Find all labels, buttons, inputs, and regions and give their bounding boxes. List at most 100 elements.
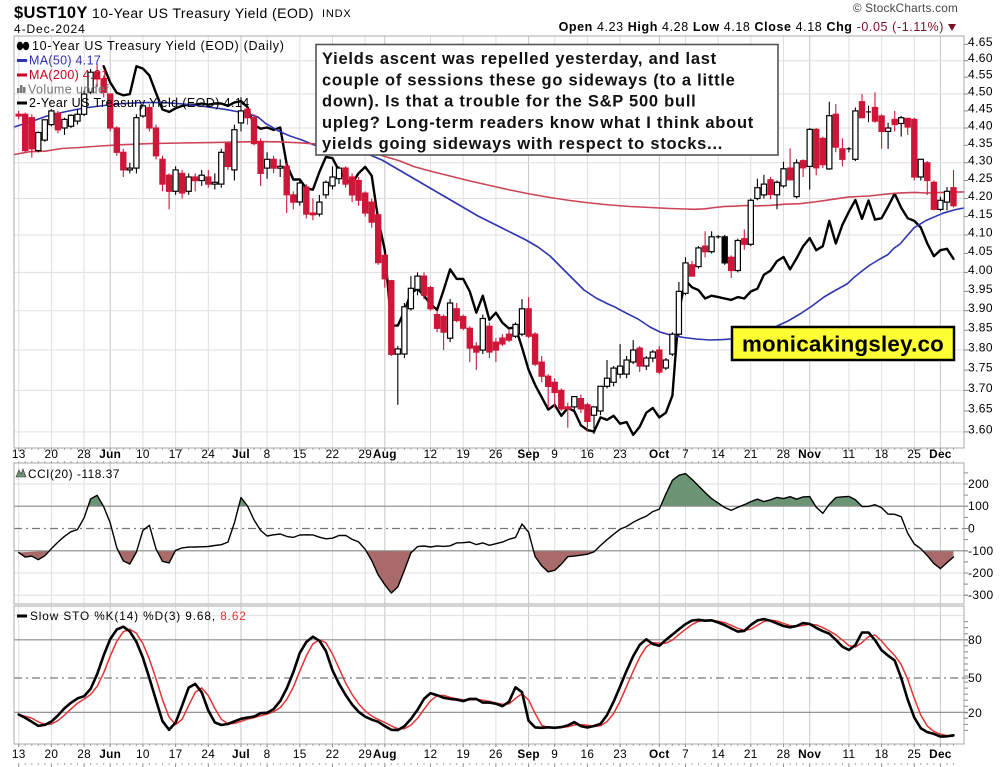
svg-text:12: 12 <box>424 447 438 461</box>
svg-text:3.65: 3.65 <box>968 402 993 416</box>
svg-text:15: 15 <box>293 447 307 461</box>
svg-text:Aug: Aug <box>373 747 397 761</box>
svg-text:MA(200) 4.21: MA(200) 4.21 <box>29 68 108 82</box>
svg-text:17: 17 <box>169 747 183 761</box>
svg-text:11: 11 <box>842 447 855 461</box>
svg-text:Volume undef: Volume undef <box>28 83 109 97</box>
svg-text:3.95: 3.95 <box>968 282 993 296</box>
svg-text:3.90: 3.90 <box>968 301 993 315</box>
svg-text:4.35: 4.35 <box>968 136 993 150</box>
svg-text:Oct: Oct <box>649 447 670 461</box>
svg-text:MA(50) 4.17: MA(50) 4.17 <box>29 54 101 68</box>
svg-text:7: 7 <box>682 447 689 461</box>
svg-text:Sep: Sep <box>517 747 540 761</box>
svg-text:23: 23 <box>613 747 627 761</box>
svg-text:4.00: 4.00 <box>968 263 993 277</box>
svg-text:Dec: Dec <box>929 447 952 461</box>
svg-text:-200: -200 <box>968 566 994 580</box>
svg-text:14: 14 <box>711 447 725 461</box>
svg-text:18: 18 <box>875 747 889 761</box>
svg-text:3.75: 3.75 <box>968 361 993 375</box>
svg-text:Sep: Sep <box>517 447 540 461</box>
svg-text:upleg? Long-term readers know: upleg? Long-term readers know what I thi… <box>322 114 754 132</box>
svg-text:28: 28 <box>777 747 791 761</box>
svg-text:INDX: INDX <box>322 8 351 20</box>
svg-text:10: 10 <box>136 747 150 761</box>
svg-text:4-Dec-2024: 4-Dec-2024 <box>14 22 86 36</box>
svg-text:13: 13 <box>12 747 26 761</box>
svg-text:23: 23 <box>613 447 627 461</box>
svg-text:4.15: 4.15 <box>968 207 993 221</box>
svg-text:14: 14 <box>711 747 725 761</box>
svg-text:4.10: 4.10 <box>968 226 993 240</box>
svg-text:16: 16 <box>581 447 595 461</box>
svg-text:28: 28 <box>77 447 91 461</box>
svg-text:© StockCharts.com: © StockCharts.com <box>853 1 958 15</box>
svg-text:21: 21 <box>744 447 758 461</box>
svg-text:4.50: 4.50 <box>968 85 993 99</box>
svg-text:8: 8 <box>264 747 271 761</box>
svg-text:couple of sessions these go si: couple of sessions these go sideways (to… <box>322 72 736 90</box>
svg-text:2-Year US Treasury Yield (EOD): 2-Year US Treasury Yield (EOD) 4.14 <box>29 96 250 110</box>
svg-text:19: 19 <box>456 747 470 761</box>
svg-text:10-Year US Treasury Yield (EOD: 10-Year US Treasury Yield (EOD) (Daily) <box>32 39 285 53</box>
svg-text:Aug: Aug <box>373 447 397 461</box>
svg-text:3.85: 3.85 <box>968 321 993 335</box>
svg-text:11: 11 <box>842 747 855 761</box>
svg-text:4.30: 4.30 <box>968 153 993 167</box>
svg-text:3.80: 3.80 <box>968 341 993 355</box>
svg-text:Nov: Nov <box>798 747 821 761</box>
svg-text:4.05: 4.05 <box>968 244 993 258</box>
svg-text:12: 12 <box>424 747 438 761</box>
svg-text:29: 29 <box>358 447 372 461</box>
svg-text:Oct: Oct <box>649 747 670 761</box>
svg-text:9: 9 <box>551 747 558 761</box>
svg-text:50: 50 <box>968 671 982 685</box>
svg-text:21: 21 <box>744 747 758 761</box>
svg-text:10: 10 <box>136 447 150 461</box>
svg-text:Jul: Jul <box>232 447 250 461</box>
svg-text:9: 9 <box>551 447 558 461</box>
svg-text:down). Is that a trouble for t: down). Is that a trouble for the S&P 500… <box>322 93 696 111</box>
svg-text:-300: -300 <box>968 588 994 602</box>
svg-text:yields going sideways with res: yields going sideways with respect to st… <box>322 135 723 153</box>
svg-text:Jul: Jul <box>232 747 250 761</box>
svg-text:26: 26 <box>489 447 503 461</box>
svg-text:4.55: 4.55 <box>968 68 993 82</box>
svg-text:25: 25 <box>907 747 921 761</box>
svg-text:-100: -100 <box>968 544 994 558</box>
svg-text:Jun: Jun <box>99 447 121 461</box>
svg-text:Open 4.23 High 4.28 Low 4.18 C: Open 4.23 High 4.28 Low 4.18 Close 4.18 … <box>559 20 944 34</box>
svg-text:22: 22 <box>326 747 340 761</box>
svg-text:16: 16 <box>581 747 595 761</box>
svg-text:4.25: 4.25 <box>968 171 993 185</box>
svg-text:8: 8 <box>264 447 271 461</box>
svg-text:19: 19 <box>456 447 470 461</box>
svg-text:100: 100 <box>968 499 989 513</box>
svg-text:Dec: Dec <box>929 747 952 761</box>
svg-text:24: 24 <box>201 747 215 761</box>
svg-text:Nov: Nov <box>798 447 821 461</box>
svg-text:4.60: 4.60 <box>968 51 993 65</box>
svg-text:$UST10Y: $UST10Y <box>14 4 88 22</box>
svg-text:26: 26 <box>489 747 503 761</box>
svg-text:20: 20 <box>968 706 982 720</box>
svg-text:10-Year US Treasury Yield (EOD: 10-Year US Treasury Yield (EOD) <box>92 5 314 21</box>
svg-text:Jun: Jun <box>99 747 121 761</box>
svg-text:29: 29 <box>358 747 372 761</box>
svg-text:4.65: 4.65 <box>968 35 993 49</box>
svg-text:200: 200 <box>968 477 989 491</box>
svg-text:CCI(20) -118.37: CCI(20) -118.37 <box>28 467 120 481</box>
svg-text:4.45: 4.45 <box>968 101 993 115</box>
svg-text:20: 20 <box>45 447 59 461</box>
svg-text:25: 25 <box>907 447 921 461</box>
svg-text:Yields ascent was repelled yes: Yields ascent was repelled yesterday, an… <box>322 50 717 68</box>
svg-text:Slow STO %K(14) %D(3) 9.68, 8.: Slow STO %K(14) %D(3) 9.68, 8.62 <box>30 609 247 623</box>
svg-text:7: 7 <box>682 747 689 761</box>
svg-text:17: 17 <box>169 447 183 461</box>
svg-text:20: 20 <box>45 747 59 761</box>
svg-text:28: 28 <box>77 747 91 761</box>
svg-text:4.40: 4.40 <box>968 119 993 133</box>
svg-text:3.70: 3.70 <box>968 381 993 395</box>
svg-text:13: 13 <box>12 447 26 461</box>
